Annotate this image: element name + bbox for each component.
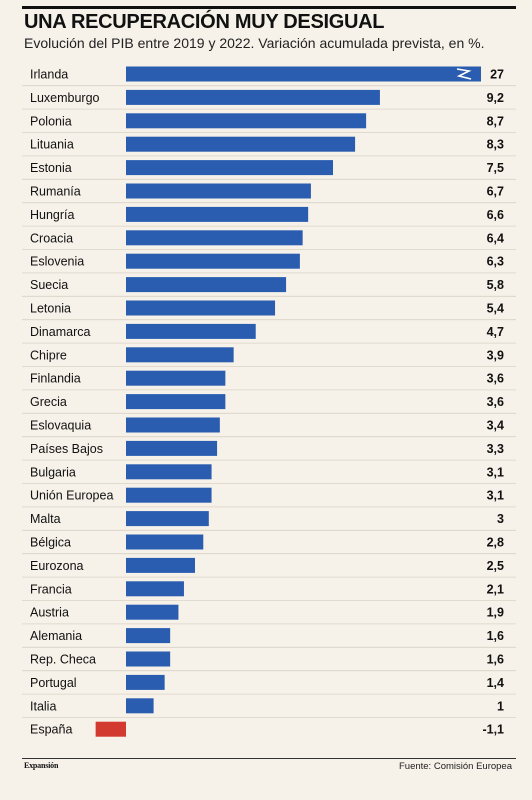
bar — [126, 370, 226, 386]
bar — [126, 347, 234, 363]
value-label: 3,9 — [487, 348, 504, 362]
value-label: 6,4 — [487, 231, 504, 245]
bar — [126, 66, 481, 82]
footer-rule — [22, 758, 516, 759]
value-label: 3,6 — [487, 372, 504, 386]
bar — [126, 440, 218, 456]
category-label: Suecia — [30, 278, 68, 292]
value-label: 3,1 — [487, 465, 504, 479]
bar — [126, 253, 300, 269]
category-label: Lituania — [30, 138, 74, 152]
value-label: 1,6 — [487, 653, 504, 667]
value-label: 8,7 — [487, 114, 504, 128]
bar — [126, 628, 171, 644]
top-rule — [22, 6, 516, 9]
category-label: Eslovaquia — [30, 419, 91, 433]
value-label: 1,9 — [487, 606, 504, 620]
category-label: Chipre — [30, 348, 67, 362]
bar — [126, 183, 311, 199]
value-label: -1,1 — [482, 723, 504, 737]
value-label: 1 — [497, 699, 504, 713]
bar — [126, 230, 303, 246]
category-label: Finlandia — [30, 372, 81, 386]
category-label: Países Bajos — [30, 442, 103, 456]
category-label: Polonia — [30, 114, 72, 128]
bar — [126, 206, 309, 222]
category-label: Estonia — [30, 161, 72, 175]
bar — [126, 651, 171, 667]
category-label: Hungría — [30, 208, 75, 222]
bar — [126, 394, 226, 410]
category-label: Rumanía — [30, 185, 81, 199]
value-label: 6,7 — [487, 185, 504, 199]
bar — [126, 511, 209, 527]
category-label: Luxemburgo — [30, 91, 100, 105]
category-label: Francia — [30, 582, 72, 596]
category-label: Austria — [30, 606, 69, 620]
category-label: Rep. Checa — [30, 653, 96, 667]
value-label: 1,6 — [487, 629, 504, 643]
category-label: Letonia — [30, 302, 71, 316]
chart-subtitle: Evolución del PIB entre 2019 y 2022. Var… — [24, 35, 485, 51]
bar — [126, 487, 212, 503]
source-note: Fuente: Comisión Europea — [398, 761, 512, 772]
category-label: Eurozona — [30, 559, 84, 573]
value-label: 3,1 — [487, 489, 504, 503]
value-label: 2,1 — [487, 582, 504, 596]
bar — [126, 136, 356, 152]
bar — [126, 417, 220, 433]
value-label: 6,3 — [487, 255, 504, 269]
bar — [126, 89, 380, 105]
bar — [126, 534, 204, 550]
bar — [126, 300, 276, 316]
category-label: Alemania — [30, 629, 82, 643]
category-label: Bélgica — [30, 536, 71, 550]
bar — [126, 277, 287, 293]
value-label: 6,6 — [487, 208, 504, 222]
value-label: 5,8 — [487, 278, 504, 292]
category-label: Croacia — [30, 231, 73, 245]
bar — [126, 113, 367, 129]
value-label: 3,4 — [487, 419, 504, 433]
bar — [126, 557, 195, 573]
bar — [126, 674, 165, 690]
category-label: Bulgaria — [30, 465, 76, 479]
bar — [126, 581, 184, 597]
bar — [126, 323, 256, 339]
category-label: Italia — [30, 699, 56, 713]
bar — [126, 160, 333, 176]
category-label: Irlanda — [30, 68, 68, 82]
axis-break-marker — [456, 68, 472, 80]
value-label: 5,4 — [487, 302, 504, 316]
category-label: Unión Europea — [30, 489, 113, 503]
bar — [126, 604, 179, 620]
value-label: 9,2 — [487, 91, 504, 105]
category-label: Dinamarca — [30, 325, 90, 339]
category-label: Malta — [30, 512, 61, 526]
bar-chart: Irlanda 27 Luxemburgo 9,2 Polonia 8,7 Lituania… — [22, 66, 516, 737]
value-label: 4,7 — [487, 325, 504, 339]
category-label: Portugal — [30, 676, 77, 690]
value-label: 27 — [490, 68, 504, 82]
value-label: 2,8 — [487, 536, 504, 550]
bar — [126, 698, 154, 714]
value-label: 1,4 — [487, 676, 504, 690]
value-label: 2,5 — [487, 559, 504, 573]
value-label: 3,6 — [487, 395, 504, 409]
bar — [95, 721, 126, 737]
brand-logo: Expansión — [24, 761, 59, 770]
bar — [126, 464, 212, 480]
value-label: 3 — [497, 512, 504, 526]
value-label: 3,3 — [487, 442, 504, 456]
category-label: España — [30, 723, 72, 737]
value-label: 7,5 — [487, 161, 504, 175]
category-label: Grecia — [30, 395, 67, 409]
category-label: Eslovenia — [30, 255, 84, 269]
value-label: 8,3 — [487, 138, 504, 152]
chart-title: UNA RECUPERACIÓN MUY DESIGUAL — [24, 11, 385, 33]
